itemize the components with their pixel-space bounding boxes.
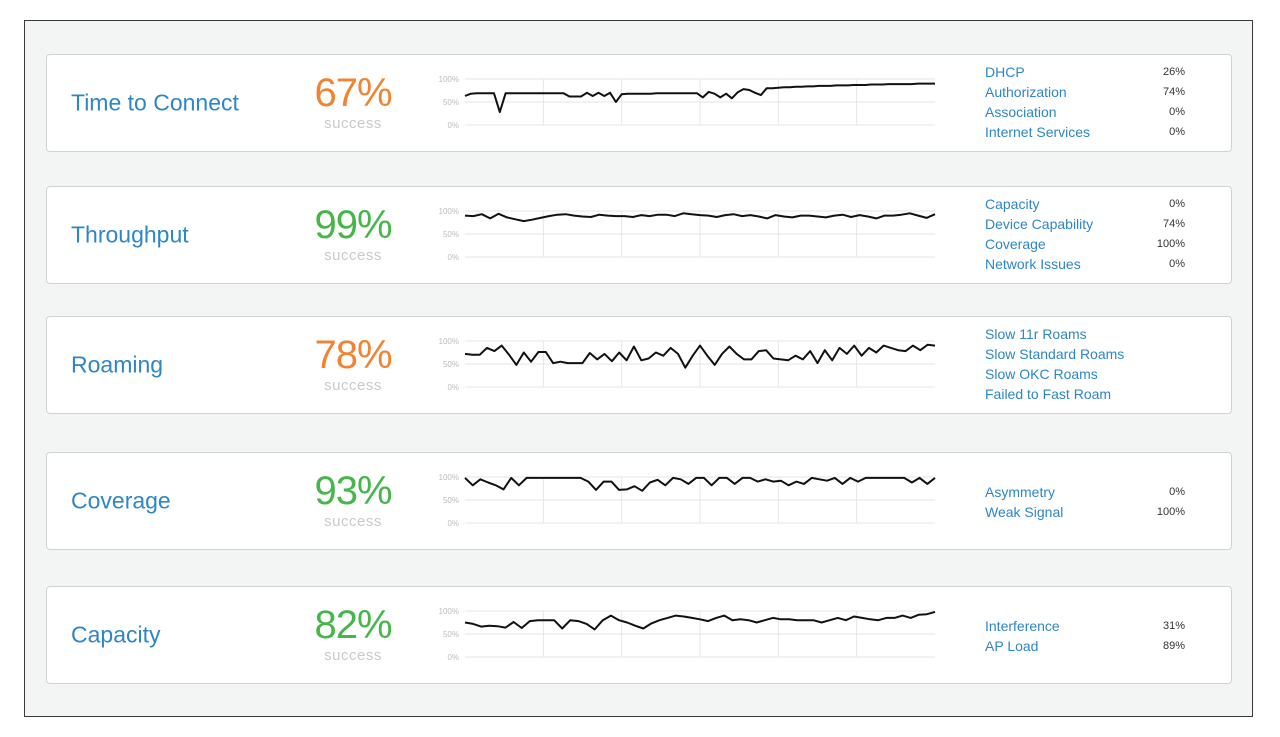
reason-label[interactable]: Internet Services <box>985 124 1091 140</box>
reason-list: Slow 11r Roams Slow Standard Roams Slow OK… <box>985 324 1215 404</box>
metric-card-coverage[interactable]: Coverage 93% success 100% 50% 0% Asymmetry 0% We… <box>46 452 1232 550</box>
metric-name[interactable]: Throughput <box>71 221 189 248</box>
success-percentage: 78% <box>314 333 392 377</box>
reason-value: 26% <box>1162 66 1185 78</box>
reason-label[interactable]: Slow OKC Roams <box>985 366 1098 382</box>
reason-value: 74% <box>1162 86 1185 98</box>
y-tick-label: 100% <box>439 207 459 216</box>
metric-name[interactable]: Coverage <box>71 487 171 514</box>
reason-value: 0% <box>1169 126 1185 138</box>
metric-name[interactable]: Capacity <box>71 621 161 648</box>
series-line <box>464 610 936 631</box>
success-percentage: 93% <box>314 469 392 513</box>
success-label: success <box>324 115 382 132</box>
reason-label[interactable]: Device Capability <box>985 216 1094 232</box>
reason-value: 0% <box>1169 198 1185 210</box>
y-tick-label: 0% <box>447 519 459 528</box>
success-label: success <box>324 513 382 530</box>
reason-list: Interference 31% AP Load 89% <box>985 616 1215 656</box>
reason-row-capacity[interactable]: Capacity 0% <box>985 194 1215 214</box>
reason-row-device-capability[interactable]: Device Capability 74% <box>985 214 1215 234</box>
success-label: success <box>324 377 382 394</box>
reason-label[interactable]: DHCP <box>985 64 1025 80</box>
reason-label[interactable]: Slow Standard Roams <box>985 346 1125 362</box>
metric-name[interactable]: Roaming <box>71 351 164 378</box>
metric-card-capacity[interactable]: Capacity 82% success 100% 50% 0% Interference 3… <box>46 586 1232 684</box>
reason-label[interactable]: Capacity <box>985 196 1040 212</box>
y-tick-label: 100% <box>439 337 459 346</box>
series-line <box>464 212 936 223</box>
trend-sparkline[interactable]: 100% 50% 0% <box>429 201 941 265</box>
reason-row-slow-11r-roams[interactable]: Slow 11r Roams <box>985 324 1215 344</box>
reason-value: 31% <box>1162 620 1185 632</box>
y-tick-label: 0% <box>447 121 459 130</box>
metric-card-roaming[interactable]: Roaming 78% success 100% 50% 0% Slow 11r Roams… <box>46 316 1232 414</box>
reason-label[interactable]: Weak Signal <box>985 504 1064 520</box>
reason-label[interactable]: Network Issues <box>985 256 1081 272</box>
reason-label[interactable]: Failed to Fast Roam <box>985 386 1112 402</box>
trend-sparkline[interactable]: 100% 50% 0% <box>429 69 941 133</box>
series-line <box>464 476 936 492</box>
y-tick-label: 0% <box>447 383 459 392</box>
reason-value: 100% <box>1156 506 1185 518</box>
reason-label[interactable]: Interference <box>985 618 1060 634</box>
reason-label[interactable]: AP Load <box>985 638 1039 654</box>
reason-value: 0% <box>1169 106 1185 118</box>
reason-row-coverage[interactable]: Coverage 100% <box>985 234 1215 254</box>
y-tick-label: 50% <box>443 496 459 505</box>
y-tick-label: 50% <box>443 630 459 639</box>
reason-label[interactable]: Coverage <box>985 236 1046 252</box>
reason-list: Capacity 0% Device Capability 74% Coverage 10… <box>985 194 1215 274</box>
reason-list: Asymmetry 0% Weak Signal 100% <box>985 482 1215 522</box>
y-tick-label: 0% <box>447 653 459 662</box>
reason-value: 100% <box>1156 238 1185 250</box>
reason-row-dhcp[interactable]: DHCP 26% <box>985 62 1215 82</box>
reason-label[interactable]: Authorization <box>985 84 1067 100</box>
reason-row-interference[interactable]: Interference 31% <box>985 616 1215 636</box>
success-label: success <box>324 647 382 664</box>
reason-label[interactable]: Slow 11r Roams <box>985 326 1087 342</box>
trend-sparkline[interactable]: 100% 50% 0% <box>429 331 941 395</box>
reason-row-failed-to-fast-roam[interactable]: Failed to Fast Roam <box>985 384 1215 404</box>
y-tick-label: 50% <box>443 98 459 107</box>
success-label: success <box>324 247 382 264</box>
reason-value: 0% <box>1169 258 1185 270</box>
reason-row-ap-load[interactable]: AP Load 89% <box>985 636 1215 656</box>
metric-name[interactable]: Time to Connect <box>71 89 239 116</box>
reason-row-network-issues[interactable]: Network Issues 0% <box>985 254 1215 274</box>
reason-row-weak-signal[interactable]: Weak Signal 100% <box>985 502 1215 522</box>
y-tick-label: 0% <box>447 253 459 262</box>
reason-row-slow-standard-roams[interactable]: Slow Standard Roams <box>985 344 1215 364</box>
series-line <box>464 82 935 114</box>
y-tick-label: 50% <box>443 230 459 239</box>
reason-label[interactable]: Asymmetry <box>985 484 1055 500</box>
reason-label[interactable]: Association <box>985 104 1057 120</box>
reason-row-slow-okc-roams[interactable]: Slow OKC Roams <box>985 364 1215 384</box>
y-tick-label: 100% <box>439 473 459 482</box>
trend-sparkline[interactable]: 100% 50% 0% <box>429 601 941 665</box>
reason-value: 74% <box>1162 218 1185 230</box>
y-tick-label: 100% <box>439 607 459 616</box>
metric-card-time-to-connect[interactable]: Time to Connect 67% success 100% 50% 0% DHCP 26… <box>46 54 1232 152</box>
success-percentage: 99% <box>314 203 392 247</box>
metric-card-throughput[interactable]: Throughput 99% success 100% 50% 0% Capacity 0% D… <box>46 186 1232 284</box>
success-percentage: 67% <box>314 71 392 115</box>
reason-value: 0% <box>1169 486 1185 498</box>
reason-list: DHCP 26% Authorization 74% Association 0% Inte… <box>985 62 1215 142</box>
reason-row-association[interactable]: Association 0% <box>985 102 1215 122</box>
reason-row-asymmetry[interactable]: Asymmetry 0% <box>985 482 1215 502</box>
reason-value: 89% <box>1162 640 1185 652</box>
reason-row-authorization[interactable]: Authorization 74% <box>985 82 1215 102</box>
success-percentage: 82% <box>314 603 392 647</box>
y-tick-label: 50% <box>443 360 459 369</box>
reason-row-internet-services[interactable]: Internet Services 0% <box>985 122 1215 142</box>
y-tick-label: 100% <box>439 75 459 84</box>
series-line <box>464 343 936 369</box>
trend-sparkline[interactable]: 100% 50% 0% <box>429 467 941 531</box>
